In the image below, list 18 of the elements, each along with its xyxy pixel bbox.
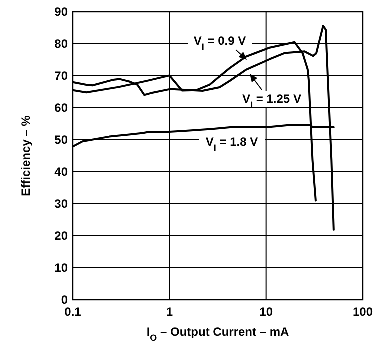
x-axis-title: I$_{O}$ – Output Current – mA [146, 325, 290, 342]
y-tick-label: 40 [54, 165, 68, 179]
y-tick-label: 70 [54, 69, 68, 83]
y-tick-label: 90 [54, 5, 68, 19]
y-tick-label: 0 [61, 293, 68, 307]
y-tick-label: 80 [54, 37, 68, 51]
x-tick-label: 10 [260, 305, 274, 319]
x-tick-label: 100 [352, 305, 374, 319]
x-tick-label: 1 [166, 305, 174, 319]
y-tick-label: 20 [54, 229, 68, 243]
y-tick-label: 60 [54, 101, 68, 115]
series-label: V$_{I}$ = 0.9 V [194, 34, 246, 52]
y-tick-label: 30 [54, 197, 68, 211]
y-tick-label: 50 [54, 133, 68, 147]
series-label: V$_{I}$ = 1.8 V [206, 135, 258, 153]
x-tick-label: 0.1 [64, 305, 82, 319]
y-axis-title: Efficiency – % [19, 115, 33, 196]
y-tick-label: 10 [54, 261, 68, 275]
